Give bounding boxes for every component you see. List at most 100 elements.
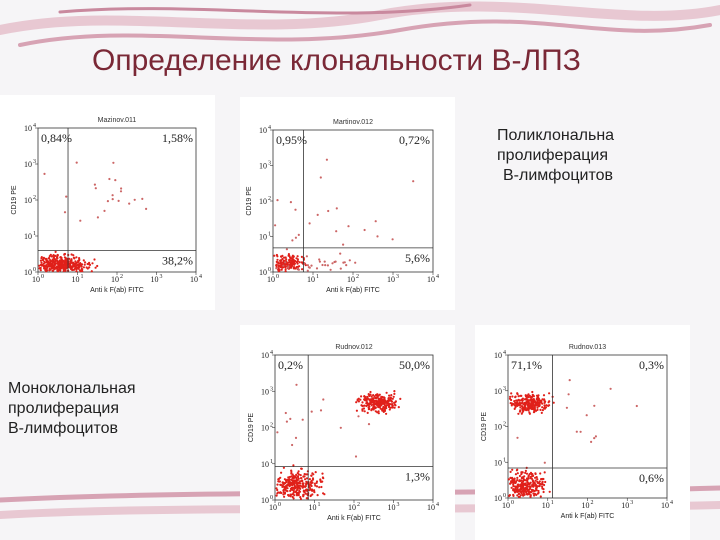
x-tick-base: 10 xyxy=(32,275,40,284)
y-tick-base: 10 xyxy=(259,162,267,171)
event-dot xyxy=(543,404,546,407)
x-axis-label: Anti k F(ab) FITC xyxy=(561,513,615,520)
event-dot xyxy=(52,256,56,259)
event-dot xyxy=(117,199,120,202)
event-dot xyxy=(293,263,296,266)
event-dot xyxy=(382,405,385,408)
event-dot xyxy=(282,483,285,486)
event-dot xyxy=(93,258,96,261)
quadrant-upper-left: 71,1% xyxy=(511,358,542,372)
event-dot xyxy=(374,220,377,223)
event-dot xyxy=(365,402,368,405)
event-dot xyxy=(339,426,342,429)
event-dot xyxy=(526,407,530,410)
event-dot xyxy=(585,414,588,417)
note-line: В-лимфоцитов xyxy=(8,420,118,437)
event-dot xyxy=(291,481,294,484)
event-dot xyxy=(536,481,539,484)
x-tick-base: 10 xyxy=(309,503,317,512)
y-tick-exp: 0 xyxy=(33,267,36,273)
event-dot xyxy=(539,472,542,475)
event-dot xyxy=(376,411,379,414)
event-dot xyxy=(529,486,532,489)
event-dot xyxy=(40,261,43,264)
event-dot xyxy=(318,486,321,489)
event-dot xyxy=(521,489,525,493)
event-dot xyxy=(308,478,311,481)
event-dot xyxy=(72,265,75,268)
y-tick-base: 10 xyxy=(494,458,502,467)
event-dot xyxy=(520,485,523,488)
event-dot xyxy=(509,476,512,479)
event-dot xyxy=(279,483,282,487)
event-dot xyxy=(53,267,56,270)
event-dot xyxy=(383,409,387,412)
x-tick-base: 10 xyxy=(582,501,590,510)
event-dot xyxy=(517,495,521,498)
event-dot xyxy=(103,209,106,212)
x-tick-exp: 3 xyxy=(396,274,399,280)
event-dot xyxy=(311,478,315,481)
event-dot xyxy=(318,258,321,261)
x-tick-base: 10 xyxy=(542,501,550,510)
event-dot xyxy=(540,478,543,481)
x-tick-exp: 1 xyxy=(81,274,84,280)
event-dot xyxy=(523,404,526,407)
event-dot xyxy=(524,471,527,474)
event-dot xyxy=(514,401,517,404)
event-dot xyxy=(543,401,546,404)
event-dot xyxy=(524,482,527,485)
event-dot xyxy=(528,411,531,414)
event-dot xyxy=(292,474,295,478)
event-dot xyxy=(292,487,295,490)
event-dot xyxy=(295,481,298,484)
event-dot xyxy=(52,265,55,268)
event-dot xyxy=(516,494,519,497)
event-dot xyxy=(53,261,57,264)
event-dot xyxy=(295,257,298,260)
event-dot xyxy=(516,483,519,486)
event-dot xyxy=(302,495,305,498)
event-dot xyxy=(511,395,514,398)
event-dot xyxy=(133,198,136,201)
event-dot xyxy=(541,402,544,405)
event-dot xyxy=(363,395,366,398)
event-dot xyxy=(279,476,282,479)
event-dot xyxy=(319,409,323,412)
x-tick-exp: 0 xyxy=(276,274,279,280)
event-dot xyxy=(128,202,131,205)
event-dot xyxy=(282,466,285,469)
event-dot xyxy=(83,263,86,266)
event-dot xyxy=(379,407,382,410)
event-dot xyxy=(372,397,375,400)
x-tick-exp: 0 xyxy=(41,274,44,280)
event-dot xyxy=(528,394,531,397)
event-dot xyxy=(294,436,298,439)
event-dot xyxy=(370,404,373,407)
event-dot xyxy=(295,383,298,386)
note-line: пролиферация xyxy=(497,147,608,164)
event-dot xyxy=(552,401,555,404)
event-dot xyxy=(375,401,378,404)
event-dot xyxy=(536,478,539,481)
event-dot xyxy=(296,262,299,265)
event-dot xyxy=(523,475,526,478)
event-dot xyxy=(40,263,44,266)
event-dot xyxy=(520,394,523,397)
event-dot xyxy=(516,485,520,488)
event-dot xyxy=(310,484,313,488)
event-dot xyxy=(292,464,295,467)
event-dot xyxy=(528,488,531,491)
event-dot xyxy=(68,257,71,260)
event-dot xyxy=(361,404,364,408)
event-dot xyxy=(81,270,84,273)
y-tick-exp: 1 xyxy=(503,457,506,463)
event-dot xyxy=(382,401,385,404)
event-dot xyxy=(59,256,62,259)
event-dot xyxy=(310,264,313,267)
event-dot xyxy=(514,395,517,398)
event-dot xyxy=(381,408,384,411)
event-dot xyxy=(513,479,516,482)
event-dot xyxy=(390,394,393,397)
event-dot xyxy=(280,491,283,495)
